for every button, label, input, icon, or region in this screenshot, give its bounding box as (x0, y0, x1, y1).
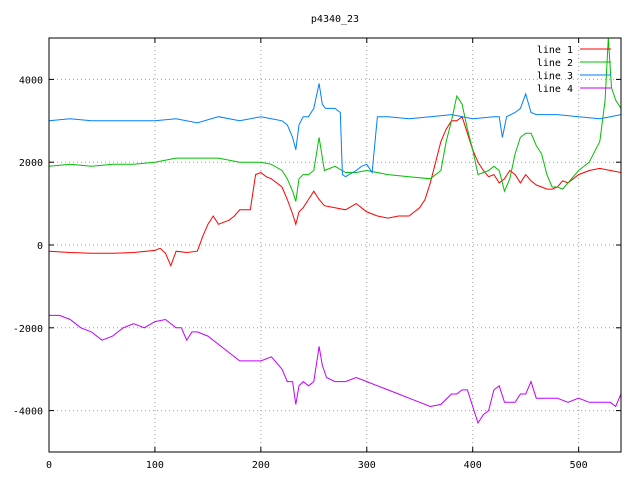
legend-label: line 4 (537, 84, 573, 95)
legend: line 1 line 2 line 3 line 4 (537, 45, 611, 95)
series-line-1 (49, 115, 621, 268)
x-tick-label: 100 (146, 460, 164, 471)
y-tick-label: -4000 (13, 407, 43, 418)
legend-label: line 3 (537, 71, 573, 82)
chart-title: p4340_23 (311, 14, 359, 25)
plot-frame (48, 37, 622, 453)
x-tick-label: 200 (252, 460, 270, 471)
x-tick-label: 400 (464, 460, 482, 471)
grid-lines (49, 38, 621, 452)
y-tick-label: 0 (37, 241, 43, 252)
legend-label: line 1 (537, 45, 573, 56)
legend-label: line 2 (537, 58, 573, 69)
x-tick-label: 0 (46, 460, 52, 471)
series-line-3 (49, 83, 621, 178)
series-line-2 (49, 38, 621, 202)
y-tick-label: 2000 (19, 158, 43, 169)
y-tick-label: -2000 (13, 324, 43, 335)
series-lines (49, 38, 621, 425)
y-tick-label: 4000 (19, 75, 43, 86)
x-tick-label: 300 (358, 460, 376, 471)
x-tick-label: 500 (570, 460, 588, 471)
axis-ticks: 0 100 200 300 400 500 -4000 -2000 0 2000 4000 (13, 38, 621, 471)
series-line-4 (49, 314, 621, 425)
